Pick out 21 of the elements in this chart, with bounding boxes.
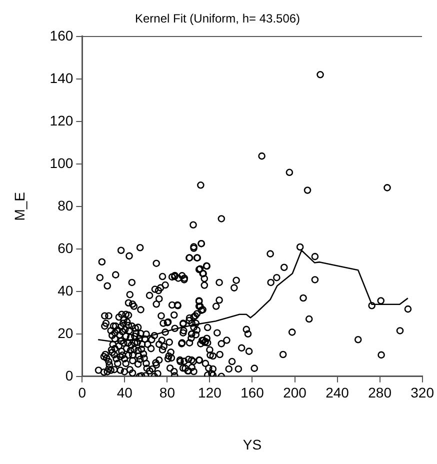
- y-tick-label: 60: [58, 240, 74, 256]
- y-tick-label: 100: [50, 154, 74, 171]
- chart-title: Kernel Fit (Uniform, h= 43.506): [134, 12, 300, 26]
- x-tick-label: 240: [326, 384, 350, 401]
- y-tick-label: 120: [50, 112, 74, 128]
- x-tick-label: 0: [78, 384, 86, 401]
- y-tick-label: 20: [58, 324, 74, 341]
- y-tick-label: 0: [65, 367, 74, 384]
- x-tick-label: 160: [240, 384, 264, 401]
- x-tick-label: 40: [116, 384, 133, 401]
- x-tick-label: 200: [283, 384, 307, 401]
- x-tick-label: 320: [410, 384, 434, 401]
- y-tick-label: 40: [58, 282, 74, 298]
- y-tick-label: 160: [50, 27, 74, 44]
- x-tick-label: 120: [198, 384, 222, 401]
- y-axis-title: M_E: [11, 192, 28, 221]
- y-tick-label: 140: [50, 70, 74, 86]
- x-tick-label: 80: [159, 384, 176, 401]
- x-axis-title: YS: [242, 436, 262, 452]
- y-tick-label: 80: [58, 197, 74, 214]
- x-tick-label: 280: [368, 384, 392, 401]
